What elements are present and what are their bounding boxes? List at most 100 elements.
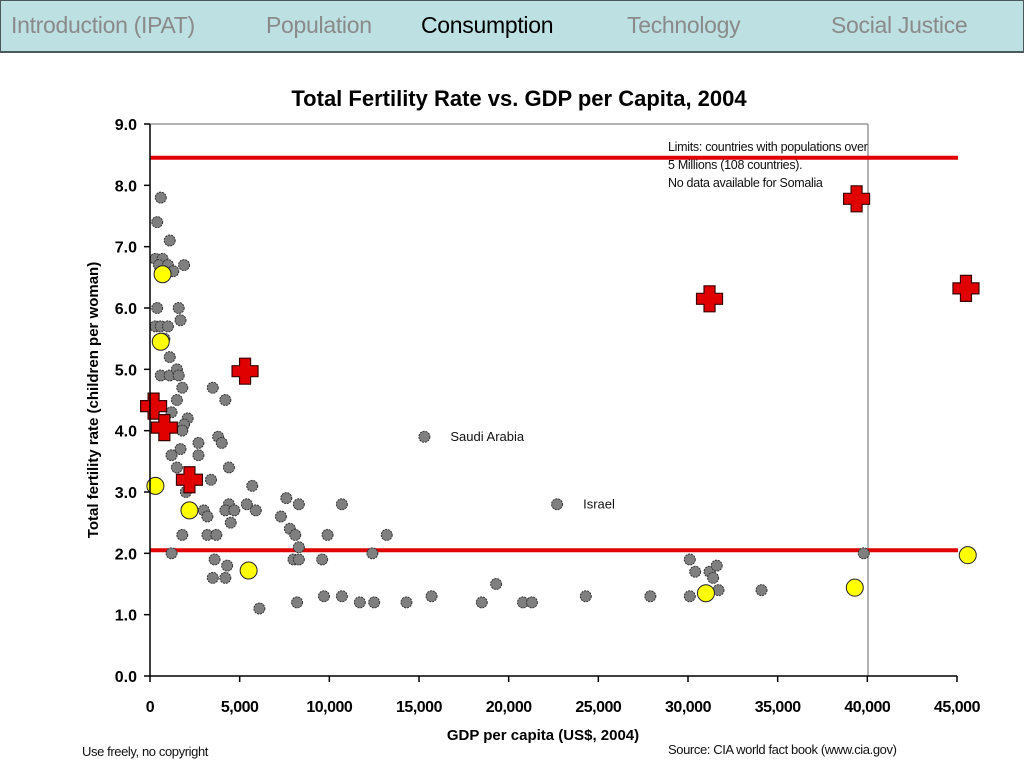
- data-point-country: [154, 191, 167, 204]
- data-point-country: [317, 590, 330, 603]
- data-point-country: [192, 449, 205, 462]
- data-point-country: [353, 596, 366, 609]
- data-point-country: [151, 216, 164, 229]
- data-point-country: [316, 553, 329, 566]
- data-point-highlight-yellow: [153, 265, 172, 284]
- data-point-country: [292, 553, 305, 566]
- data-point-highlight-yellow: [239, 561, 258, 580]
- data-point-country: [222, 461, 235, 474]
- y-tick-label: 4.0: [115, 424, 137, 441]
- data-point-country: [176, 528, 189, 541]
- data-point-country: [425, 590, 438, 603]
- point-label: Israel: [583, 496, 615, 511]
- data-point-country: [368, 596, 381, 609]
- data-point-country: [292, 498, 305, 511]
- data-point-country: [400, 596, 413, 609]
- nav-tab-population[interactable]: Population: [266, 12, 372, 38]
- data-point-country: [644, 590, 657, 603]
- nav-tab-technology[interactable]: Technology: [627, 12, 741, 38]
- data-point-highlight-yellow: [151, 332, 170, 351]
- data-point-country: [161, 320, 174, 333]
- data-point-country: [215, 436, 228, 449]
- y-tick-label: 8.0: [115, 178, 137, 195]
- x-tick-label: 0: [146, 699, 155, 716]
- nav-tab-social-justice[interactable]: Social Justice: [831, 12, 968, 38]
- data-point-country: [579, 590, 592, 603]
- x-tick-label: 25,000: [575, 699, 622, 716]
- data-point-country: [228, 504, 241, 517]
- data-point-country: [683, 590, 696, 603]
- x-tick-label: 35,000: [755, 699, 802, 716]
- annotation-line: Limits: countries with populations over: [668, 140, 868, 154]
- data-point-country: [174, 443, 187, 456]
- data-point-highlight-yellow: [180, 501, 199, 520]
- data-point-country: [172, 369, 185, 382]
- data-point-country: [206, 571, 219, 584]
- data-point-country: [170, 394, 183, 406]
- footer-source: Source: CIA world fact book (www.cia.gov…: [668, 742, 897, 757]
- data-point-country: [176, 424, 189, 437]
- data-point-country: [525, 596, 538, 609]
- data-point-country: [170, 461, 183, 474]
- y-tick-label: 6.0: [115, 301, 137, 318]
- data-point-highlight-red-cross: [952, 274, 980, 302]
- data-point-country: [292, 541, 305, 554]
- data-point-country: [689, 565, 702, 578]
- data-point-country: [253, 602, 266, 615]
- data-point-country: [490, 578, 503, 590]
- data-point-country: [219, 394, 232, 406]
- data-point-country: [551, 498, 564, 511]
- y-tick-label: 1.0: [115, 608, 137, 625]
- data-point-highlight-yellow: [845, 578, 864, 597]
- data-point-country: [335, 498, 348, 511]
- data-point-country: [176, 381, 189, 394]
- nav-tab-consumption[interactable]: Consumption: [421, 12, 554, 38]
- y-axis-label: Total fertility rate (children per woman…: [85, 262, 102, 538]
- data-point-country: [219, 571, 232, 584]
- data-point-country: [224, 516, 237, 529]
- y-tick-label: 0.0: [115, 669, 137, 686]
- data-point-country: [204, 473, 217, 486]
- data-point-country: [163, 234, 176, 247]
- data-point-country: [274, 510, 287, 523]
- data-point-country: [683, 553, 696, 566]
- data-point-country: [710, 559, 723, 572]
- x-tick-label: 20,000: [486, 699, 533, 716]
- chart-title: Total Fertility Rate vs. GDP per Capita,…: [291, 86, 747, 111]
- data-point-country: [418, 430, 431, 443]
- y-tick-label: 3.0: [115, 485, 137, 502]
- data-point-country: [291, 596, 304, 609]
- y-tick-label: 7.0: [115, 240, 137, 257]
- data-point-country: [335, 590, 348, 603]
- data-point-highlight-red-cross: [150, 414, 178, 442]
- data-point-highlight-yellow: [146, 476, 165, 495]
- data-point-country: [165, 547, 178, 560]
- nav-tab-introduction[interactable]: Introduction (IPAT): [11, 12, 195, 38]
- data-point-highlight-red-cross: [175, 466, 204, 494]
- data-point-country: [707, 571, 720, 584]
- data-point-highlight-yellow: [958, 546, 977, 565]
- data-point-country: [192, 436, 205, 449]
- top-nav-bar: Introduction (IPAT) Population Consumpti…: [0, 0, 1024, 53]
- data-point-country: [201, 510, 214, 523]
- y-tick-label: 9.0: [115, 117, 137, 134]
- data-point-country: [206, 381, 219, 394]
- data-point-country: [165, 449, 178, 462]
- data-point-country: [321, 528, 334, 541]
- data-point-country: [857, 547, 870, 560]
- data-point-highlight-red-cross: [695, 285, 724, 313]
- data-point-country: [172, 302, 185, 314]
- data-point-highlight-red-cross: [231, 357, 259, 385]
- data-point-country: [249, 504, 262, 517]
- data-point-country: [151, 302, 164, 314]
- x-tick-label: 40,000: [844, 699, 891, 716]
- data-point-country: [240, 498, 253, 511]
- x-tick-label: 45,000: [934, 699, 981, 716]
- data-point-country: [221, 559, 234, 572]
- data-point-country: [289, 528, 302, 541]
- data-point-country: [366, 547, 379, 560]
- annotation-line: 5 Millions (108 countries).: [668, 158, 802, 172]
- x-tick-label: 15,000: [396, 699, 443, 716]
- annotation-line: No data available for Somalia: [668, 176, 823, 190]
